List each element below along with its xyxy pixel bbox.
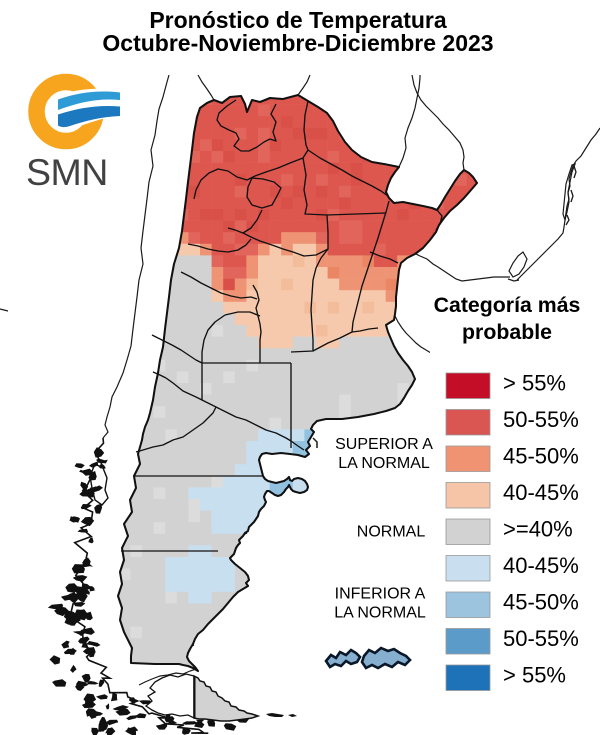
svg-text:50-55%: 50-55% [503, 407, 579, 432]
svg-text:> 55%: > 55% [503, 370, 566, 395]
svg-text:LA NORMAL: LA NORMAL [334, 605, 426, 622]
svg-text:Categoría más: Categoría más [434, 293, 581, 317]
svg-text:> 55%: > 55% [503, 662, 566, 687]
svg-text:Octubre-Noviembre-Diciembre 20: Octubre-Noviembre-Diciembre 2023 [102, 30, 493, 56]
svg-text:>=40%: >=40% [503, 516, 573, 541]
svg-text:50-55%: 50-55% [503, 626, 579, 651]
svg-text:INFERIOR A: INFERIOR A [335, 586, 426, 603]
svg-text:40-45%: 40-45% [503, 480, 579, 505]
svg-text:45-50%: 45-50% [503, 443, 579, 468]
svg-text:40-45%: 40-45% [503, 553, 579, 578]
svg-text:SMN: SMN [26, 151, 108, 193]
svg-text:probable: probable [462, 320, 552, 344]
svg-text:45-50%: 45-50% [503, 589, 579, 614]
svg-text:SUPERIOR A: SUPERIOR A [335, 436, 433, 453]
svg-text:Pronóstico de Temperatura: Pronóstico de Temperatura [149, 7, 447, 33]
svg-text:NORMAL: NORMAL [357, 524, 426, 541]
svg-text:LA NORMAL: LA NORMAL [338, 455, 430, 472]
